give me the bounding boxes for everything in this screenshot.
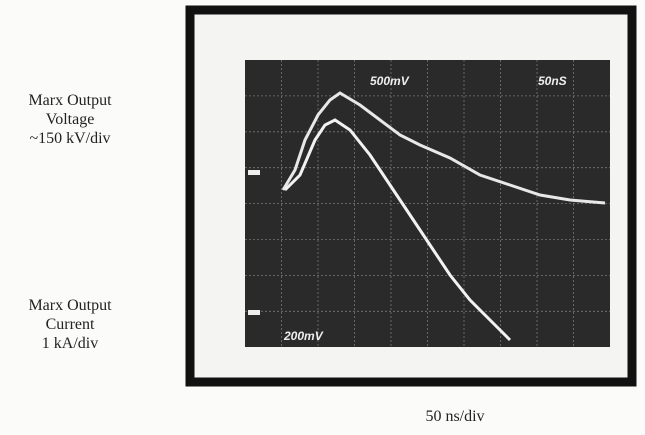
timebase: 50nS	[538, 74, 567, 88]
ch2-scale: 200mV	[283, 329, 324, 343]
ch1-scale: 500mV	[370, 74, 410, 88]
scope-screen	[245, 60, 610, 347]
ch2-marker	[248, 310, 260, 315]
scope-photo: 500mV 50nS 200mV	[0, 0, 645, 435]
figure: Marx Output Voltage ~150 kV/div Marx Out…	[0, 0, 645, 435]
ch1-marker	[248, 170, 260, 175]
